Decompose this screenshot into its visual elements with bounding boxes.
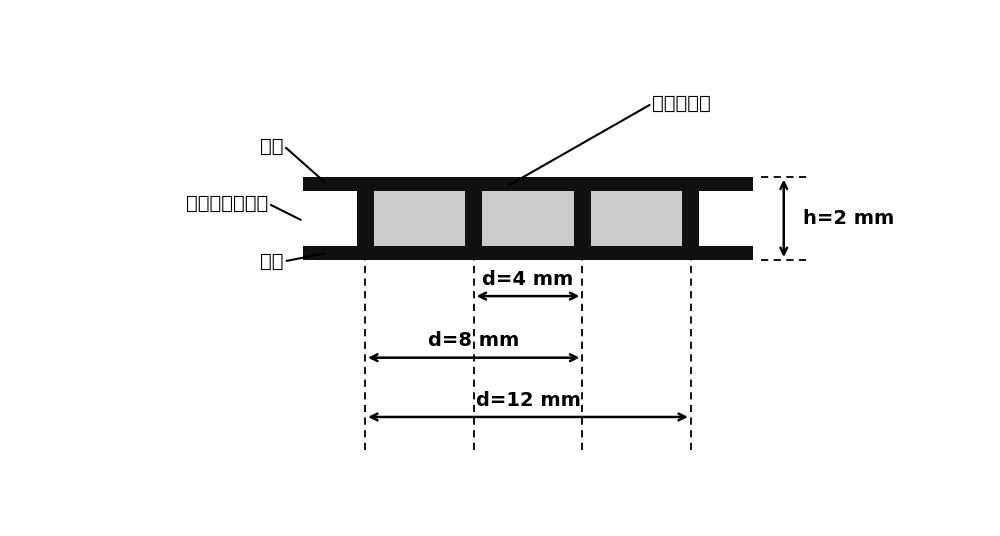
Bar bbox=[303, 177, 753, 191]
Bar bbox=[465, 191, 482, 246]
Text: d=8 mm: d=8 mm bbox=[428, 331, 519, 350]
Text: 聚二甲基硅氧烷: 聚二甲基硅氧烷 bbox=[186, 194, 268, 213]
Text: 铜片: 铜片 bbox=[260, 137, 284, 155]
Bar bbox=[591, 191, 682, 246]
Bar bbox=[482, 191, 574, 246]
Bar bbox=[374, 191, 465, 246]
Text: h=2 mm: h=2 mm bbox=[803, 209, 894, 228]
Bar bbox=[682, 191, 699, 246]
Bar bbox=[357, 191, 374, 246]
Text: d=12 mm: d=12 mm bbox=[476, 391, 580, 410]
Text: 粉体填充处: 粉体填充处 bbox=[652, 94, 711, 113]
Bar bbox=[303, 246, 753, 260]
Bar bbox=[574, 191, 591, 246]
Text: 铜片: 铜片 bbox=[260, 252, 284, 271]
Text: d=4 mm: d=4 mm bbox=[482, 270, 574, 289]
